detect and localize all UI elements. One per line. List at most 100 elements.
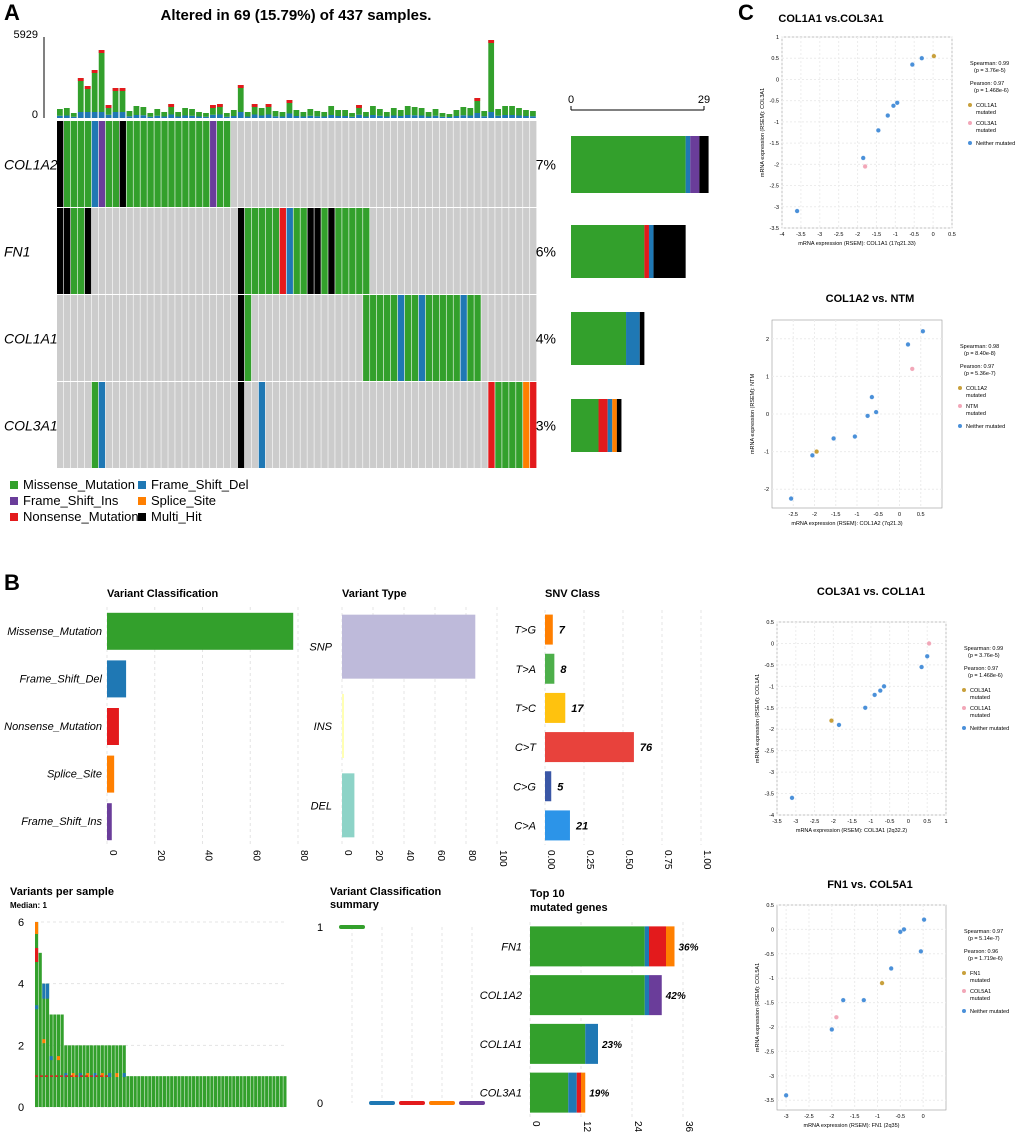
scatter-stat: (p = 3.76e-5): [974, 68, 1006, 74]
tmb-bar: [133, 115, 140, 118]
scatter-point: [918, 948, 924, 954]
tmb-bar: [98, 112, 105, 118]
scatter-x-tick: -2.5: [804, 1114, 813, 1120]
oncoplot-cell: [126, 208, 133, 294]
scatter-y-tick: -1: [764, 450, 769, 456]
oncoplot-cell: [397, 121, 405, 207]
x-tick-label: 40: [203, 850, 214, 862]
oncoplot-cell: [530, 382, 537, 468]
oncoplot-cell: [363, 121, 370, 207]
tmb-bar: [286, 100, 293, 114]
oncoplot-cell: [84, 121, 92, 207]
oncoplot-cell: [98, 295, 106, 381]
scatter-x-tick: 0.5: [923, 819, 931, 825]
vps-bar: [213, 1076, 218, 1107]
tmb-bar: [300, 112, 307, 117]
vps-bar-segment: [86, 1073, 90, 1078]
scatter-y-tick: -2.5: [770, 184, 779, 190]
oncoplot-cell: [105, 121, 113, 207]
vps-bar: [151, 1076, 156, 1107]
tmb-bar: [119, 112, 126, 118]
vps-bar-segment: [108, 1073, 112, 1078]
scatter-legend-dot: [962, 726, 966, 730]
vps-bar: [111, 1045, 115, 1107]
oncoplot-cell: [63, 382, 71, 468]
oncoplot-cell: [63, 121, 71, 207]
vc-summary-title-line2: summary: [330, 899, 380, 911]
tmb-bar: [91, 70, 98, 112]
vps-bar: [181, 1076, 185, 1107]
vt-bar-DEL: [342, 773, 355, 838]
tmb-bar: [91, 112, 98, 118]
tmb-bar: [258, 115, 265, 118]
gene-count-bar-segment: [571, 136, 686, 193]
oncoplot-cell: [495, 121, 502, 207]
correlation-plots: COL1A1 vs.COL3A1-4 -3.5 -3 -2.5 -2 -1.5 -1 -0.5…: [750, 13, 1015, 1129]
tmb-bar: [84, 86, 91, 89]
x-tick-label: 40: [404, 850, 415, 862]
oncoplot-cell: [147, 295, 154, 381]
scatter-point: [909, 366, 915, 372]
oncoplot-cell: [272, 208, 280, 294]
tmb-bar: [530, 116, 536, 118]
scatter-x-tick: 1: [944, 819, 947, 825]
scatter-point: [862, 705, 868, 711]
oncoplot-cell: [446, 121, 453, 207]
tmb-bar: [453, 116, 460, 118]
scatter-stat: Spearman: 0.99: [970, 61, 1009, 67]
tmb-bar: [161, 116, 168, 118]
oncoplot-cell: [119, 382, 126, 468]
tmb-bar: [251, 114, 258, 118]
scatter-legend-dot: [962, 971, 966, 975]
tmb-bar: [244, 116, 251, 118]
tmb-bar: [84, 86, 91, 112]
tmb-bar: [363, 116, 369, 118]
scatter-stat: Spearman: 0.98: [960, 344, 999, 350]
legend-label-splice_site: Splice_Site: [151, 493, 216, 508]
legend-swatch-nonsense: [10, 513, 18, 521]
tmb-bar: [230, 110, 237, 116]
tmb-bar: [467, 108, 474, 116]
oncoplot-cell: [516, 382, 523, 468]
gene-count-bar-segment: [598, 399, 608, 452]
scatter-point: [829, 718, 834, 724]
tmb-bar: [217, 104, 223, 115]
vt-bar-INS: [342, 694, 344, 758]
gene-label-COL1A2: COL1A2: [4, 157, 58, 173]
vps-bar: [60, 1014, 64, 1107]
oncoplot-cell: [168, 382, 175, 468]
scatter-legend-label: Neither mutated: [976, 141, 1015, 147]
scatter-title-0: COL1A1 vs.COL3A1: [778, 13, 883, 25]
scatter-x-tick: -0.5: [885, 819, 894, 825]
vps-bar: [133, 1076, 137, 1107]
tmb-bar: [425, 116, 432, 118]
side-axis-min-label: 0: [568, 94, 574, 106]
legend-label-frame_shift_del: Frame_Shift_Del: [151, 477, 249, 492]
vps-bar: [35, 922, 39, 1107]
tmb-bar: [57, 115, 63, 118]
scatter-x-tick: -1: [875, 1114, 880, 1120]
scatter-y-label: mRNA expression (RSEM): COL5A1: [755, 963, 761, 1052]
tmb-bar: [105, 114, 112, 118]
oncoplot-cell: [133, 208, 140, 294]
oncoplot-cell: [189, 121, 196, 207]
oncoplot-cell: [481, 295, 488, 381]
oncoplot-cell: [57, 121, 64, 207]
scatter-x-tick: -0.5: [909, 232, 918, 238]
scatter-y-tick: -2: [769, 1025, 774, 1031]
scatter-point: [894, 100, 900, 106]
oncoplot-cell: [258, 208, 266, 294]
scatter-point: [869, 394, 875, 400]
tmb-bar: [133, 106, 140, 115]
scatter-x-label: mRNA expression (RSEM): COL3A1 (2q32.2): [796, 828, 907, 834]
vps-bar-segment: [42, 1039, 46, 1044]
vc-label-Frame_Shift_Del: Frame_Shift_Del: [19, 673, 102, 685]
vps-bar: [45, 983, 50, 1107]
oncoplot-cell: [147, 208, 154, 294]
oncoplot-cell: [161, 295, 168, 381]
scatter-point: [909, 62, 915, 68]
scatter-legend-dot: [962, 1009, 966, 1013]
oncoplot-cell: [377, 208, 384, 294]
oncoplot-cell: [397, 208, 405, 294]
legend-label-missense: Missense_Mutation: [23, 477, 135, 492]
